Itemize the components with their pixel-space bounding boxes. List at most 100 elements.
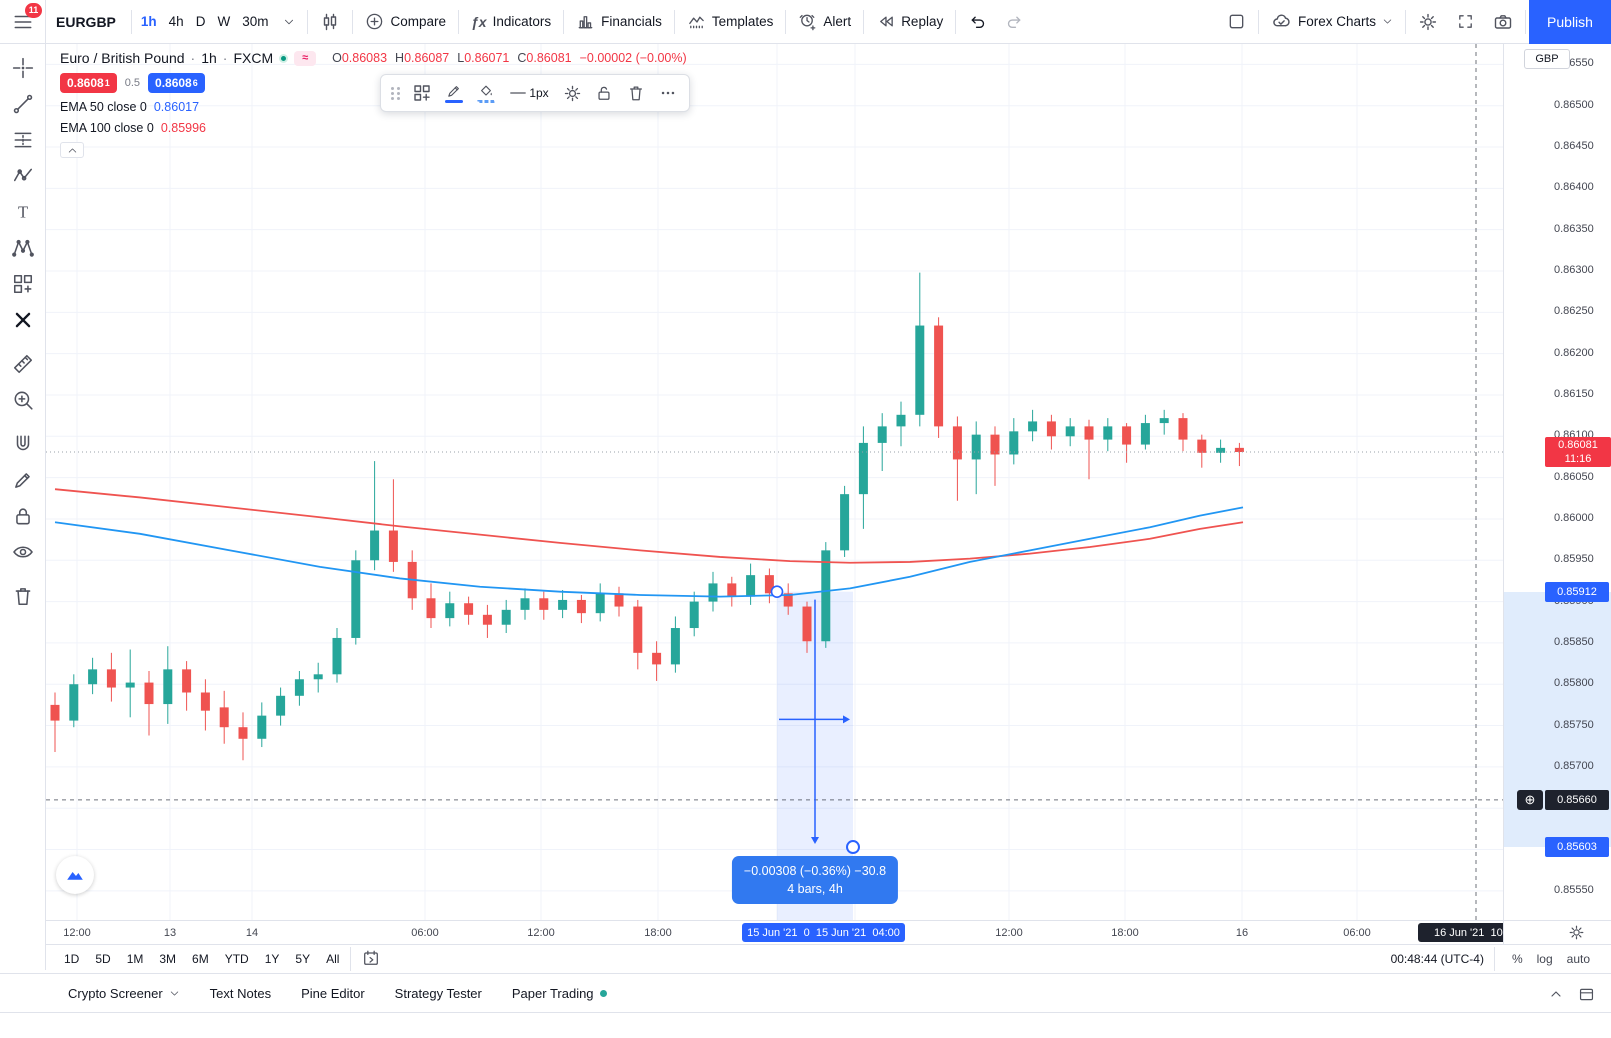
drag-handle[interactable]: [391, 86, 401, 100]
tab-paper-trading[interactable]: Paper Trading: [497, 973, 622, 1013]
xabcd-pattern-tool[interactable]: [5, 231, 41, 265]
clock-timezone[interactable]: 00:48:44 (UTC-4): [1390, 952, 1484, 966]
legend-collapse-button[interactable]: [60, 142, 84, 158]
indicators-button[interactable]: ƒx Indicators: [462, 5, 560, 39]
lock-drawing-button[interactable]: [589, 78, 619, 108]
range-button-1y[interactable]: 1Y: [264, 952, 280, 966]
axis-settings-gear-icon[interactable]: [1568, 924, 1585, 941]
range-button-1m[interactable]: 1M: [126, 952, 144, 966]
drawing-template-button[interactable]: [407, 78, 437, 108]
interval-menu-button[interactable]: [274, 5, 304, 39]
flag-symbol-icon[interactable]: ≈: [294, 50, 317, 66]
measure-ruler-tool[interactable]: [5, 347, 41, 381]
indicator-row-ema50[interactable]: EMA 50 close 0 0.86017: [60, 100, 687, 114]
tab-pine-editor[interactable]: Pine Editor: [286, 973, 380, 1013]
compare-button[interactable]: Compare: [356, 5, 455, 39]
log-scale-button[interactable]: log: [1536, 952, 1553, 966]
interval-30m[interactable]: 30m: [242, 14, 269, 29]
range-button-1d[interactable]: 1D: [64, 952, 80, 966]
measure-start-handle[interactable]: [770, 585, 784, 598]
financials-button[interactable]: Financials: [567, 5, 671, 39]
price-tick-label: 0.86200: [1554, 346, 1594, 359]
add-alert-plus-button[interactable]: ⊕: [1517, 789, 1543, 810]
line-color-button[interactable]: [439, 78, 469, 108]
chart-style-button[interactable]: [311, 5, 349, 39]
measure-end-handle[interactable]: [846, 840, 860, 855]
zoom-in-tool[interactable]: [5, 383, 41, 417]
range-button-ytd[interactable]: YTD: [224, 952, 249, 966]
chart-settings-button[interactable]: [1409, 5, 1447, 39]
interval-d[interactable]: D: [195, 14, 206, 29]
remove-drawings-tool[interactable]: [5, 579, 41, 613]
chart-canvas[interactable]: [46, 44, 1503, 920]
price-tick-label: 0.86450: [1554, 140, 1594, 153]
interval-1h[interactable]: 1h: [140, 14, 157, 29]
save-layout-button[interactable]: Forex Charts: [1262, 5, 1402, 39]
tab-crypto-screener[interactable]: Crypto Screener: [53, 973, 195, 1013]
replay-button[interactable]: Replay: [867, 5, 952, 39]
fill-color-button[interactable]: [471, 78, 501, 108]
tab-text-notes[interactable]: Text Notes: [195, 973, 286, 1013]
alert-button[interactable]: Alert: [789, 5, 860, 39]
main-menu-button[interactable]: 11: [0, 0, 46, 44]
symbol-search-button[interactable]: EURGBP: [56, 13, 116, 30]
lock-drawings-tool[interactable]: [5, 499, 41, 533]
symbol-title[interactable]: Euro / British Pound: [60, 50, 185, 66]
market-status-dot[interactable]: [279, 53, 289, 63]
zoom-in-tool-icon: [14, 391, 33, 410]
measure-ruler-tool-icon: [13, 354, 32, 374]
more-options-button[interactable]: [653, 78, 683, 108]
high-value: 0.86087: [404, 51, 450, 65]
publish-button[interactable]: Publish: [1529, 0, 1611, 44]
text-tool[interactable]: T: [5, 195, 41, 229]
goto-date-button[interactable]: [354, 946, 388, 973]
candle-body: [426, 598, 436, 619]
price-tick-label: 0.86500: [1554, 98, 1594, 111]
measure-bars: 4 bars, 4h: [787, 882, 843, 897]
range-button-5d[interactable]: 5D: [95, 952, 111, 966]
expand-panel-chevron-icon[interactable]: [1548, 986, 1564, 1002]
drawing-settings-button[interactable]: [557, 78, 587, 108]
ask-price-box[interactable]: 0.8608 6: [148, 73, 205, 93]
time-axis[interactable]: 15 Jun '21 0 15 Jun '21 04:00 16 Jun '21…: [46, 920, 1534, 944]
trend-line-tool[interactable]: [5, 87, 41, 121]
tradingview-logo[interactable]: [56, 856, 94, 894]
undo-button[interactable]: [959, 5, 996, 39]
price-axis[interactable]: 0.855500.856000.856500.857000.857500.858…: [1503, 44, 1611, 920]
magnet-tool[interactable]: [5, 427, 41, 461]
delete-drawing-button[interactable]: [621, 78, 651, 108]
pattern-tool[interactable]: [5, 159, 41, 193]
hide-drawings-tool[interactable]: [5, 535, 41, 569]
panel-layout-icon[interactable]: [1578, 986, 1595, 1003]
fib-retracement-tool[interactable]: [5, 123, 41, 157]
template-grid-plus-icon: [414, 85, 430, 101]
range-button-3m[interactable]: 3M: [159, 952, 177, 966]
range-button-5y[interactable]: 5Y: [295, 952, 311, 966]
redo-button[interactable]: [996, 5, 1033, 39]
price-tick-label: 0.85950: [1554, 553, 1594, 566]
percent-scale-button[interactable]: %: [1511, 952, 1523, 966]
currency-toggle-button[interactable]: GBP: [1524, 49, 1570, 69]
range-button-all[interactable]: All: [326, 952, 340, 966]
snapshot-button[interactable]: [1484, 5, 1522, 39]
range-button-6m[interactable]: 6M: [192, 952, 209, 966]
line-width-button[interactable]: 1px: [503, 78, 555, 108]
interval-4h[interactable]: 4h: [168, 14, 184, 29]
tab-strategy-tester[interactable]: Strategy Tester: [380, 973, 497, 1013]
cursor-crosshair-tool[interactable]: [5, 51, 41, 85]
multichart-layout-button[interactable]: [1218, 5, 1255, 39]
open-key: O: [332, 51, 342, 65]
legend-interval[interactable]: 1h: [201, 50, 217, 66]
bid-price-box[interactable]: 0.8608 1: [60, 73, 117, 93]
forecast-tool[interactable]: [5, 267, 41, 301]
interval-w[interactable]: W: [217, 14, 231, 29]
candle-body: [858, 442, 868, 495]
indicator-row-ema100[interactable]: EMA 100 close 0 0.85996: [60, 121, 687, 135]
stay-drawing-mode-tool[interactable]: [5, 463, 41, 497]
templates-button[interactable]: Templates: [678, 5, 783, 39]
legend-exchange[interactable]: FXCM: [233, 50, 274, 66]
bottom-panel-tabs: Crypto Screener Text Notes Pine Editor Stra…: [0, 973, 1611, 1013]
icons-x-tool[interactable]: [5, 303, 41, 337]
fullscreen-button[interactable]: [1447, 5, 1484, 39]
auto-scale-button[interactable]: auto: [1566, 952, 1590, 966]
